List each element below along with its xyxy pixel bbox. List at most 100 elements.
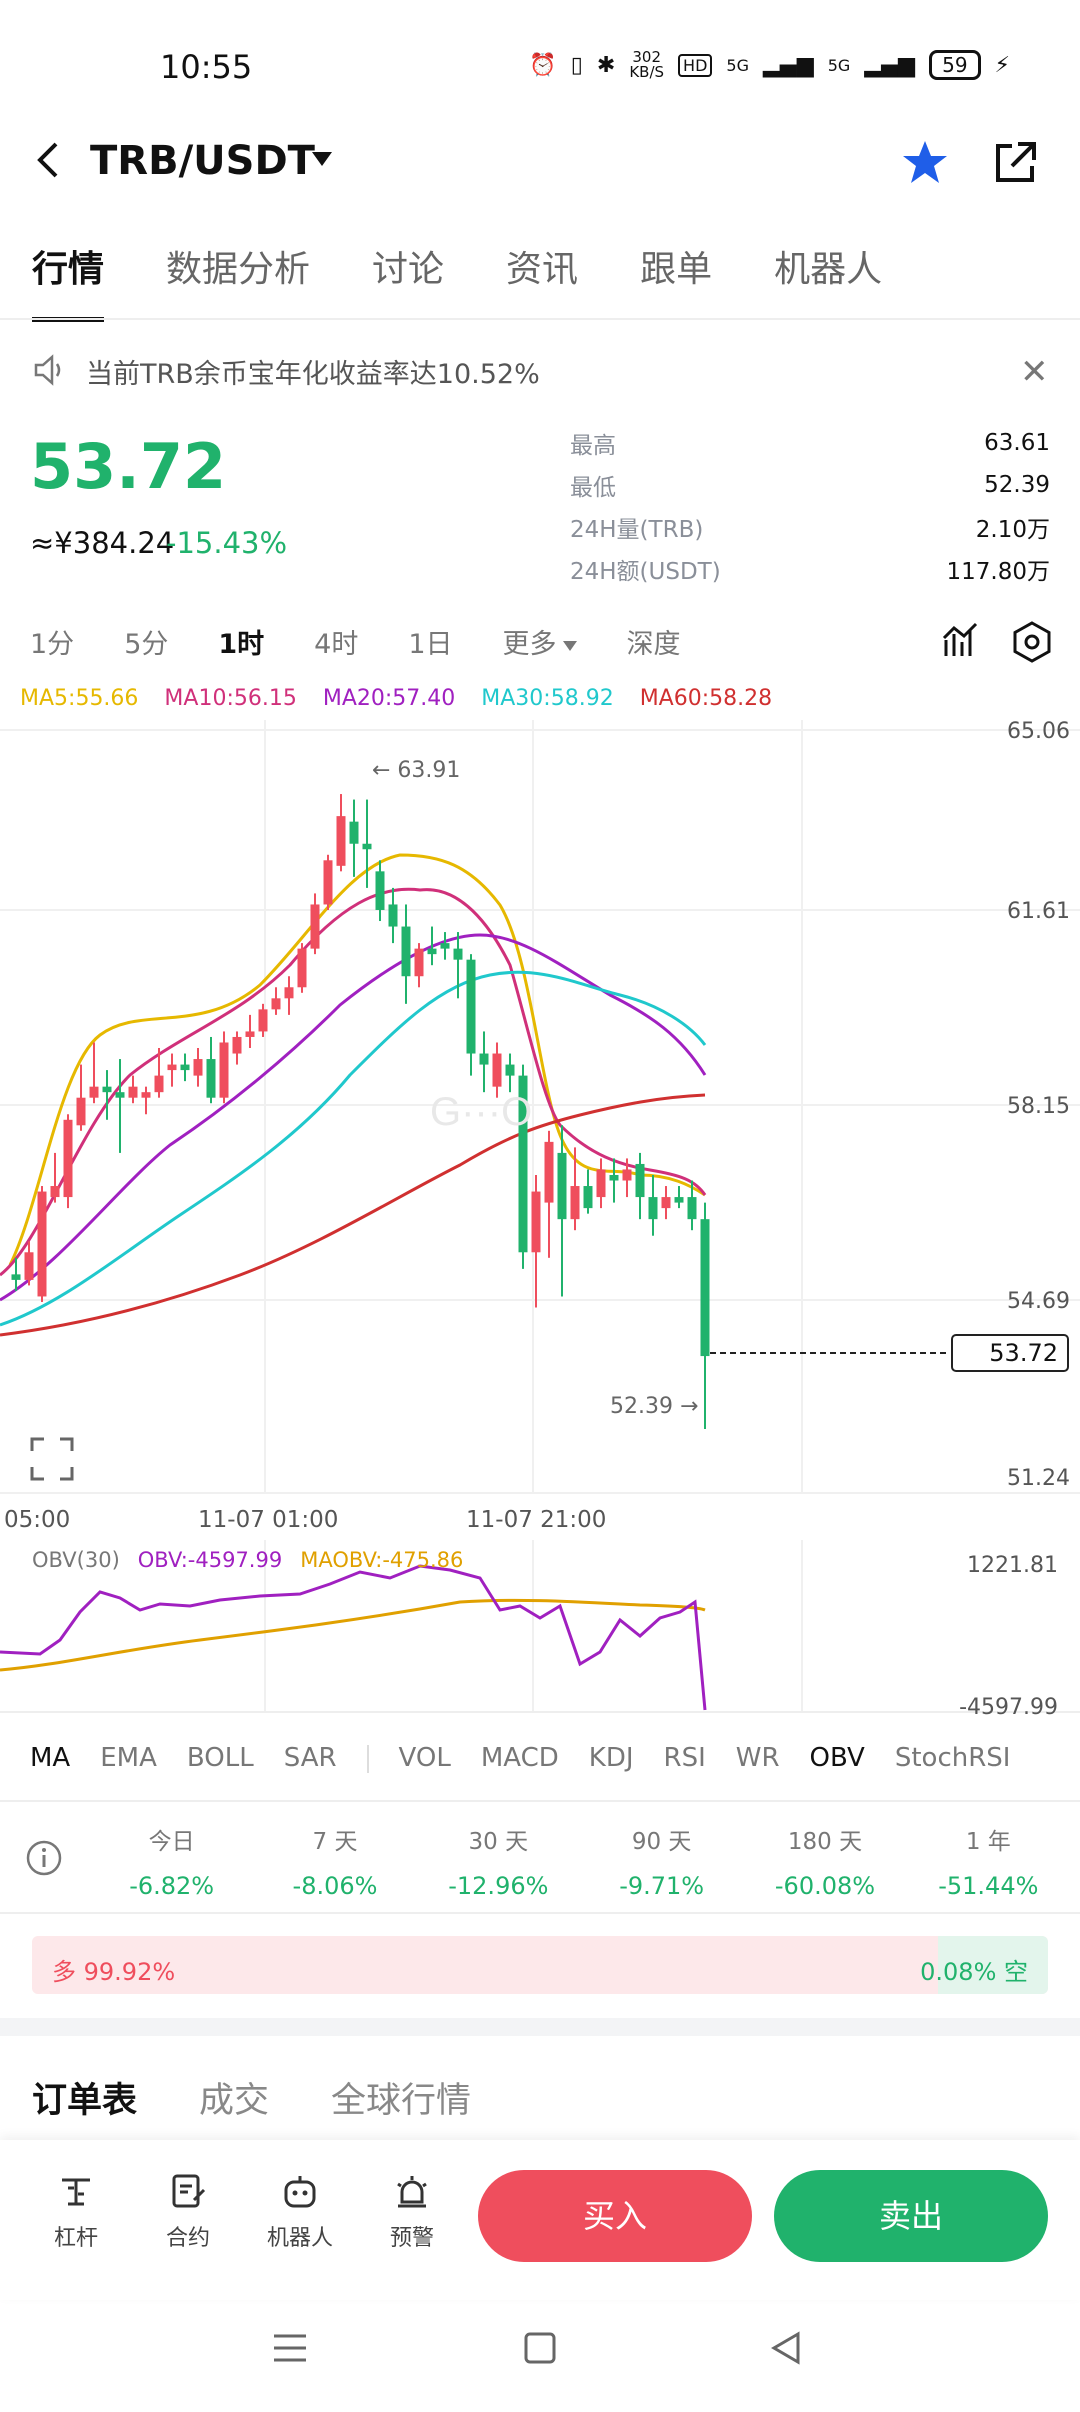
leverage-icon bbox=[62, 2178, 90, 2206]
favorite-star-icon[interactable] bbox=[900, 138, 950, 188]
section-gap bbox=[0, 2018, 1080, 2036]
ind-obv[interactable]: OBV bbox=[809, 1743, 865, 1773]
interval-1h[interactable]: 1时 bbox=[218, 629, 265, 660]
interval-1d[interactable]: 1日 bbox=[408, 629, 453, 660]
interval-1m[interactable]: 1分 bbox=[30, 629, 75, 660]
sell-button[interactable]: 卖出 bbox=[774, 2170, 1048, 2262]
tab-bot[interactable]: 机器人 bbox=[774, 249, 883, 290]
candle-body bbox=[102, 1086, 112, 1093]
ind-kdj[interactable]: KDJ bbox=[588, 1743, 634, 1773]
legend-ma10: MA10:56.15 bbox=[164, 686, 297, 711]
candle-body bbox=[232, 1036, 242, 1054]
long-ratio: 多 99.92% bbox=[52, 1958, 176, 1986]
tab-copy-trading[interactable]: 跟单 bbox=[640, 249, 713, 290]
tab-news[interactable]: 资讯 bbox=[506, 249, 579, 290]
stats-panel: 最高 63.61 最低 52.39 24H量(TRB) 2.10万 24H额(USDT… bbox=[570, 422, 1050, 590]
net-speed: 302 KB/S bbox=[629, 48, 665, 81]
nav-home-icon[interactable] bbox=[522, 2330, 558, 2366]
candle-body bbox=[479, 1053, 489, 1065]
battery-icon: 59 bbox=[929, 50, 981, 80]
candle-body bbox=[375, 871, 385, 910]
ind-macd[interactable]: MACD bbox=[480, 1743, 559, 1773]
tab-discussion[interactable]: 讨论 bbox=[372, 249, 445, 290]
candle-body bbox=[440, 943, 450, 949]
ind-boll[interactable]: BOLL bbox=[186, 1743, 254, 1773]
obv-value: OBV:-4597.99 bbox=[137, 1548, 283, 1572]
tab-global-market[interactable]: 全球行情 bbox=[331, 2081, 472, 2121]
candle-body bbox=[518, 1075, 528, 1253]
y-tick-3: 54.69 bbox=[1007, 1289, 1070, 1314]
stat-high: 最高 63.61 bbox=[570, 430, 1050, 459]
obv-top: 1221.81 bbox=[967, 1553, 1058, 1578]
chart-settings-icon[interactable] bbox=[1010, 620, 1054, 664]
pair-title[interactable]: TRB/USDT bbox=[90, 138, 315, 184]
performance-divider bbox=[0, 1912, 1080, 1914]
perf-7d: 7 天 -8.06% bbox=[292, 1829, 378, 1900]
obv-period: OBV(30) bbox=[32, 1548, 120, 1572]
candle-body bbox=[37, 1191, 47, 1297]
share-icon[interactable] bbox=[990, 138, 1040, 188]
more-caret-icon bbox=[562, 640, 577, 651]
info-icon[interactable] bbox=[24, 1838, 64, 1878]
candle-body bbox=[466, 959, 476, 1054]
short-ratio: 0.08% 空 bbox=[920, 1958, 1028, 1986]
candle-body bbox=[193, 1059, 203, 1076]
performance-row: 今日 -6.82% 7 天 -8.06% 30 天 -12.96% 90 天 -9.71… bbox=[90, 1822, 1070, 1900]
candlestick-chart[interactable]: G···O ← 63.91 52.39 → 53.72 65.06 61.61 … bbox=[0, 705, 1080, 1535]
notice-text[interactable]: 当前TRB余币宝年化收益率达10.52% bbox=[86, 359, 540, 390]
close-icon[interactable]: ✕ bbox=[1020, 352, 1049, 392]
y-tick-2: 58.15 bbox=[1007, 1094, 1070, 1119]
x-tick-1: 11-07 01:00 bbox=[198, 1507, 338, 1533]
back-arrow-icon[interactable] bbox=[28, 140, 68, 180]
x-tick-0: 05:00 bbox=[4, 1507, 70, 1533]
interval-tabs: 1分 5分 1时 4时 1日 更多 深度 bbox=[30, 622, 731, 661]
tool-alarm[interactable]: 预警 bbox=[372, 2172, 452, 2252]
tool-leverage[interactable]: 杠杆 bbox=[36, 2172, 116, 2252]
nav-menu-icon[interactable] bbox=[272, 2330, 308, 2366]
tool-robot[interactable]: 机器人 bbox=[260, 2172, 340, 2252]
tab-market[interactable]: 行情 bbox=[32, 240, 105, 322]
ind-wr[interactable]: WR bbox=[735, 1743, 780, 1773]
tab-trades[interactable]: 成交 bbox=[199, 2081, 270, 2121]
candle-body bbox=[544, 1141, 554, 1203]
ind-stochrsi[interactable]: StochRSI bbox=[894, 1743, 1011, 1773]
main-tabs: 行情 数据分析 讨论 资讯 跟单 机器人 bbox=[32, 240, 883, 322]
candle-body bbox=[531, 1191, 541, 1253]
interval-4h[interactable]: 4时 bbox=[314, 629, 359, 660]
candle-body bbox=[362, 843, 372, 850]
high-marker: ← 63.91 bbox=[372, 758, 460, 783]
ind-vol[interactable]: VOL bbox=[398, 1743, 451, 1773]
candle-body bbox=[219, 1042, 229, 1098]
candle-body bbox=[349, 821, 359, 844]
alarm-icon bbox=[397, 2176, 427, 2208]
signal-bars-icon-2: ▂▄▆ bbox=[864, 52, 916, 78]
y-tick-1: 61.61 bbox=[1007, 899, 1070, 924]
tool-robot-label: 机器人 bbox=[266, 2226, 333, 2251]
interval-5m[interactable]: 5分 bbox=[124, 629, 169, 660]
signal-bars-icon: ▂▄▆ bbox=[762, 52, 814, 78]
ma-legend: MA5:55.66 MA10:56.15 MA20:57.40 MA30:58.… bbox=[20, 686, 772, 711]
tool-contract[interactable]: 合约 bbox=[148, 2172, 228, 2252]
indicator-chart-icon[interactable] bbox=[940, 620, 980, 660]
interval-more[interactable]: 更多 bbox=[503, 622, 577, 661]
candle-body bbox=[11, 1274, 21, 1280]
pair-dropdown-icon[interactable] bbox=[312, 152, 332, 166]
nav-back-icon[interactable] bbox=[768, 2330, 804, 2366]
ind-ma[interactable]: MA bbox=[30, 1743, 71, 1773]
candle-body bbox=[115, 1092, 125, 1098]
stat-low: 最低 52.39 bbox=[570, 472, 1050, 501]
indicator-divider bbox=[0, 1800, 1080, 1802]
ind-rsi[interactable]: RSI bbox=[663, 1743, 706, 1773]
buy-button[interactable]: 买入 bbox=[478, 2170, 752, 2262]
candle-body bbox=[297, 948, 307, 988]
ind-sar[interactable]: SAR bbox=[283, 1743, 337, 1773]
interval-depth[interactable]: 深度 bbox=[626, 629, 681, 660]
last-price: 53.72 bbox=[30, 430, 227, 503]
obv-chart[interactable]: 1221.81 -4597.99 bbox=[0, 1540, 1080, 1720]
fullscreen-icon[interactable] bbox=[30, 1437, 74, 1481]
perf-180d: 180 天 -60.08% bbox=[774, 1829, 876, 1900]
tab-data-analysis[interactable]: 数据分析 bbox=[166, 249, 311, 290]
tab-orderbook[interactable]: 订单表 bbox=[32, 2081, 138, 2121]
candle-body bbox=[50, 1186, 60, 1198]
ind-ema[interactable]: EMA bbox=[100, 1743, 157, 1773]
